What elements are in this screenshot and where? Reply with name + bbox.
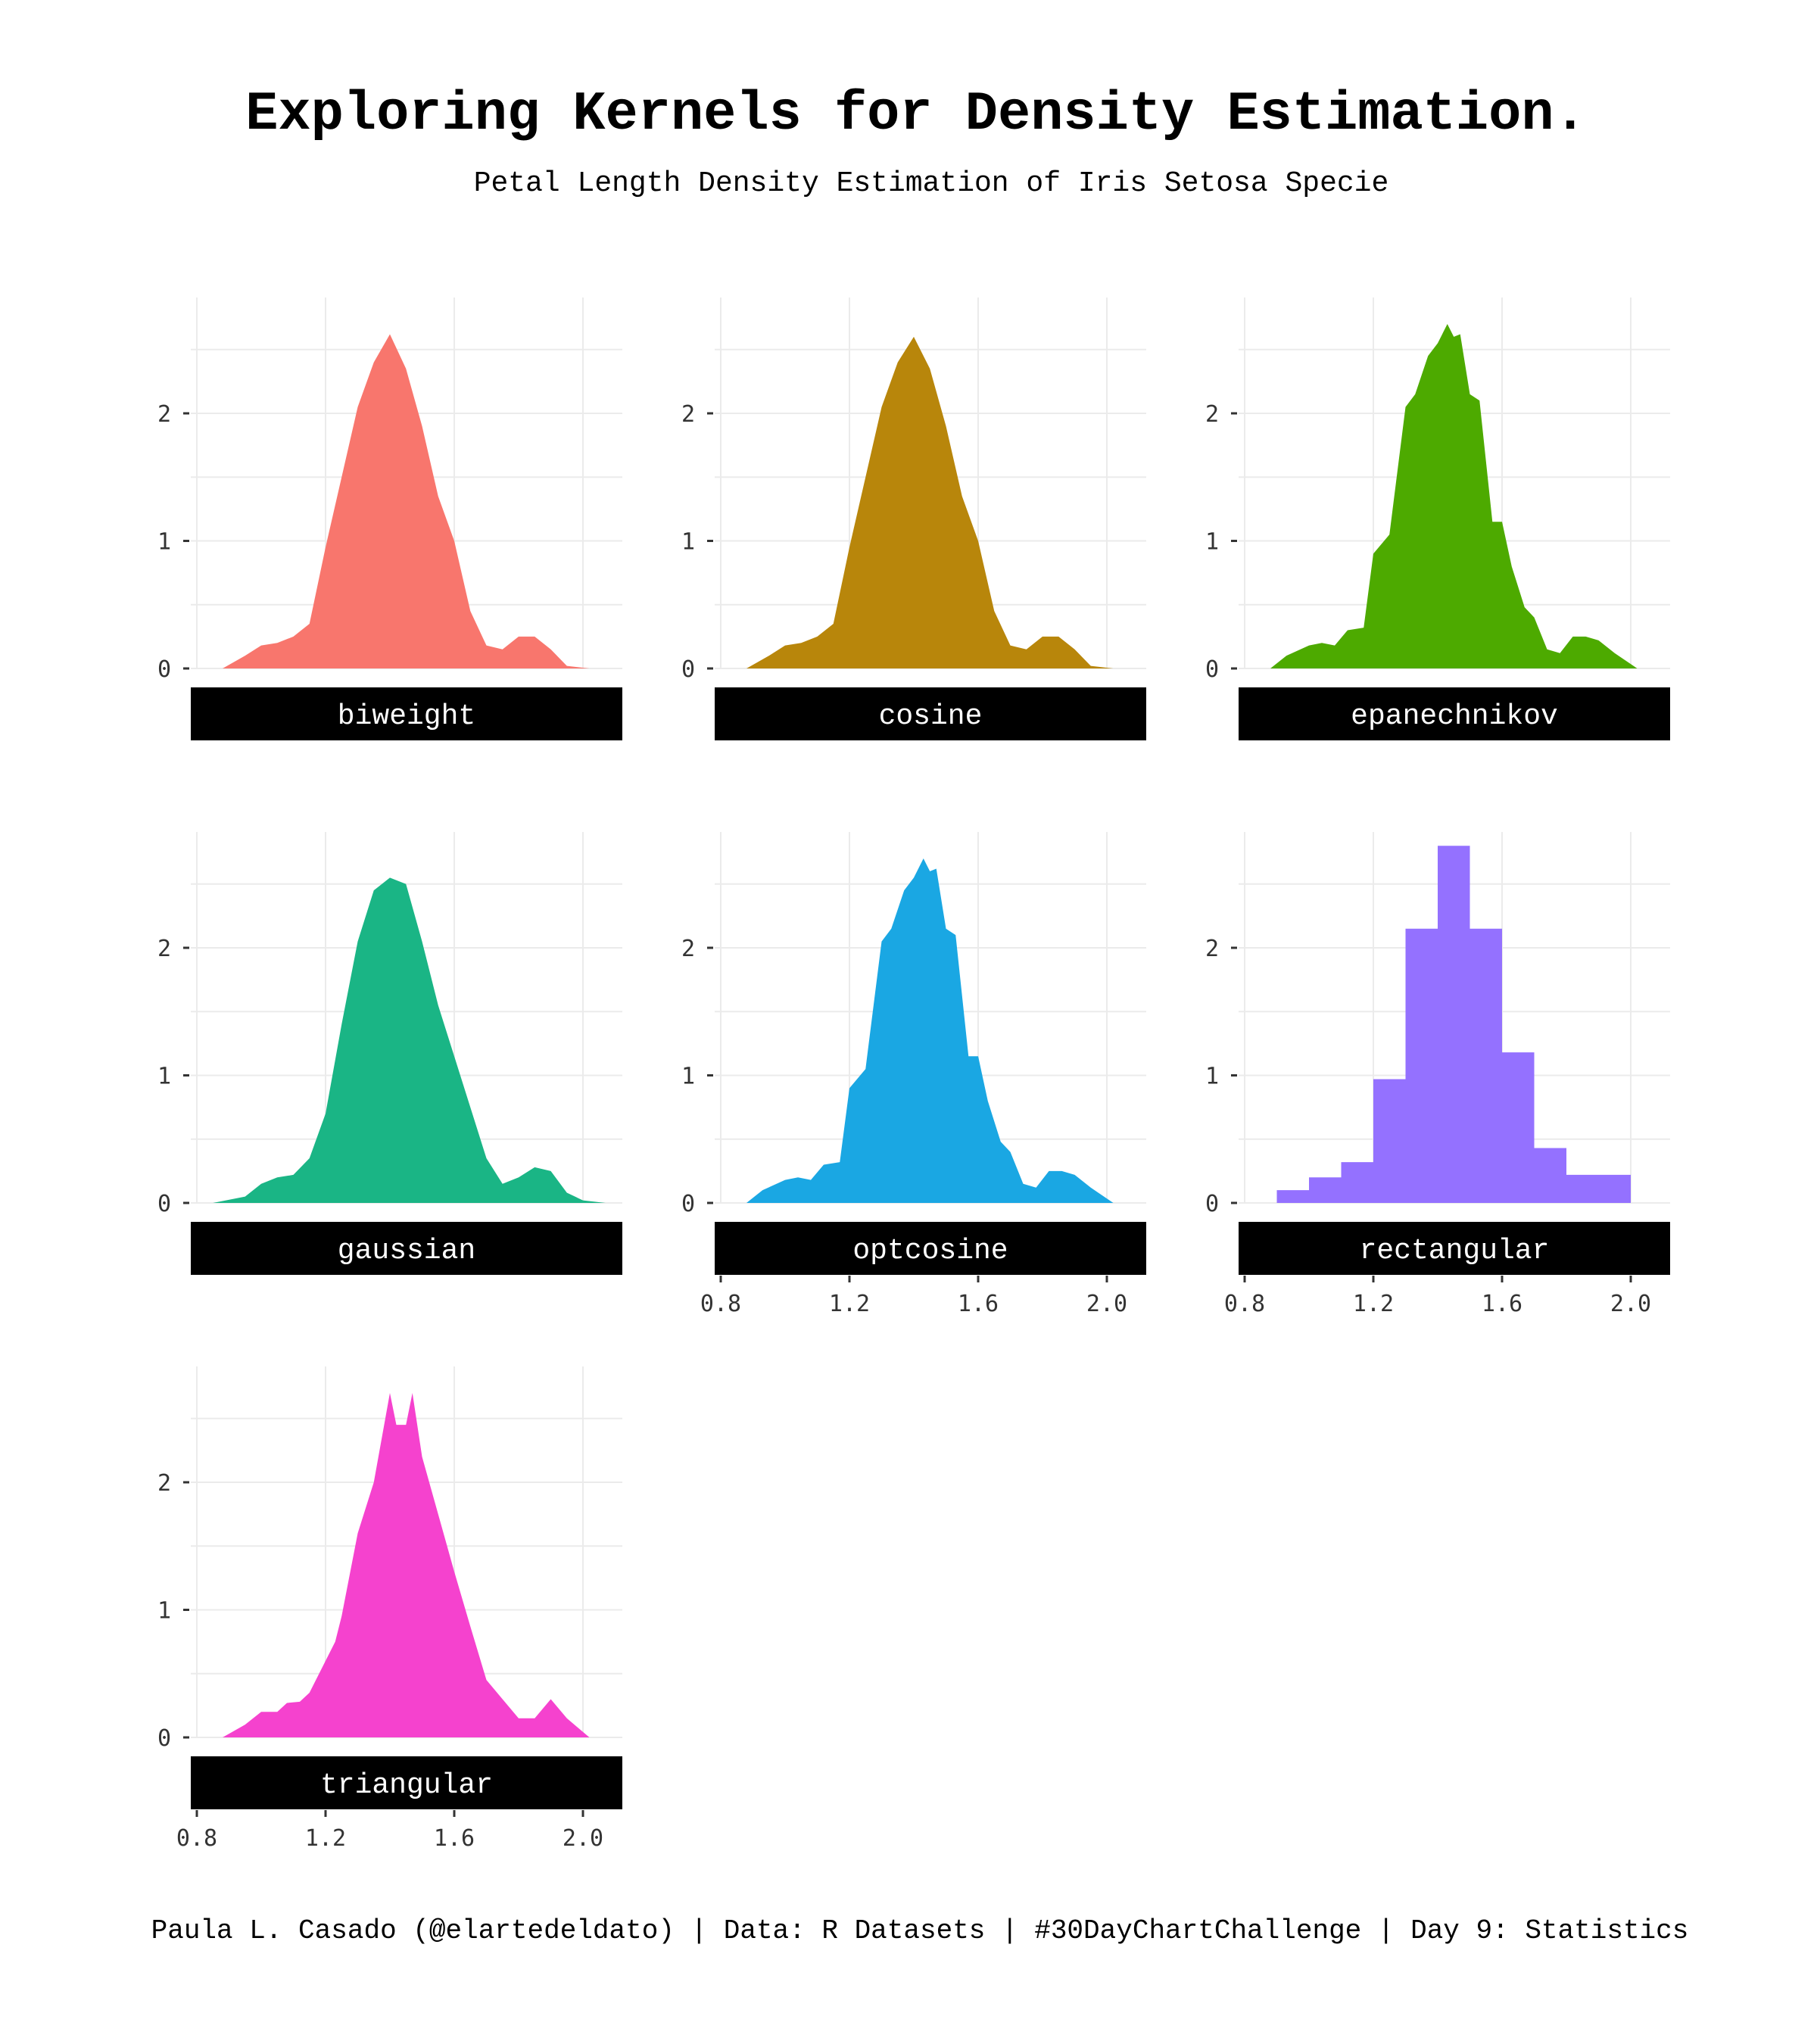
y-tick-label: 0 [157, 656, 171, 683]
y-tick-label: 2 [157, 401, 171, 428]
strip-background [1239, 1222, 1670, 1275]
density-area-rectangular [1276, 846, 1631, 1203]
facet-panel-gaussian: 0 1 2 gaussian [157, 832, 622, 1275]
y-tick-label: 0 [1205, 1191, 1219, 1217]
y-tick-label: 1 [1205, 1064, 1219, 1090]
facet-panels: 0 1 2 biweight 0 1 2 cosine 0 1 2 epanechnikov 0 1 2 ga… [157, 298, 1670, 1852]
y-tick-label: 1 [157, 1064, 171, 1090]
x-tick-label: 1.2 [1353, 1291, 1394, 1317]
density-area-epanechnikov [1270, 324, 1638, 668]
strip-background [715, 687, 1146, 740]
y-tick-label: 2 [681, 936, 695, 962]
y-tick-label: 2 [157, 1470, 171, 1497]
facet-panel-optcosine: 0 1 2 optcosine 0.8 1.2 1.6 2.0 [681, 832, 1146, 1317]
x-tick-label: 2.0 [1610, 1291, 1651, 1317]
strip-label-epanechnikov: epanechnikov [1351, 700, 1558, 733]
y-tick-label: 2 [681, 401, 695, 428]
strip-label-biweight: biweight [338, 700, 475, 733]
x-tick-label: 0.8 [700, 1291, 741, 1317]
x-tick-label: 2.0 [563, 1825, 603, 1852]
strip-background [1239, 687, 1670, 740]
y-tick-label: 0 [1205, 656, 1219, 683]
x-tick-label: 0.8 [1224, 1291, 1265, 1317]
x-tick-label: 0.8 [176, 1825, 217, 1852]
strip-background [191, 687, 622, 740]
facet-panel-rectangular: 0 1 2 rectangular 0.8 1.2 1.6 2.0 [1205, 832, 1670, 1317]
strip-background [191, 1222, 622, 1275]
x-tick-label: 1.2 [305, 1825, 346, 1852]
y-tick-label: 2 [157, 936, 171, 962]
y-tick-label: 1 [1205, 529, 1219, 556]
y-tick-label: 2 [1205, 936, 1219, 962]
density-area-gaussian [213, 877, 606, 1203]
density-area-cosine [746, 336, 1114, 668]
chart-subtitle: Petal Length Density Estimation of Iris … [474, 167, 1389, 200]
x-tick-label: 2.0 [1086, 1291, 1127, 1317]
strip-background [715, 1222, 1146, 1275]
strip-label-triangular: triangular [320, 1769, 493, 1802]
y-tick-label: 0 [157, 1725, 171, 1752]
y-tick-label: 0 [681, 1191, 695, 1217]
facet-panel-cosine: 0 1 2 cosine [681, 298, 1146, 740]
strip-label-gaussian: gaussian [338, 1235, 475, 1267]
y-tick-label: 0 [681, 656, 695, 683]
strip-label-optcosine: optcosine [852, 1235, 1008, 1267]
chart-caption: Paula L. Casado (@elartedeldato) | Data:… [151, 1915, 1689, 1946]
x-tick-label: 1.6 [1482, 1291, 1522, 1317]
density-area-optcosine [746, 858, 1114, 1203]
chart-title: Exploring Kernels for Density Estimation… [245, 83, 1587, 145]
facet-panel-epanechnikov: 0 1 2 epanechnikov [1205, 298, 1670, 740]
x-tick-label: 1.6 [958, 1291, 999, 1317]
strip-background [191, 1756, 622, 1809]
y-tick-label: 2 [1205, 401, 1219, 428]
density-area-biweight [223, 334, 590, 668]
y-tick-label: 1 [157, 529, 171, 556]
density-area-triangular [223, 1393, 590, 1737]
facet-panel-biweight: 0 1 2 biweight [157, 298, 622, 740]
y-tick-label: 0 [157, 1191, 171, 1217]
y-tick-label: 1 [681, 529, 695, 556]
x-tick-label: 1.6 [434, 1825, 475, 1852]
y-tick-label: 1 [681, 1064, 695, 1090]
facet-panel-triangular: 0 1 2 triangular 0.8 1.2 1.6 2.0 [157, 1366, 622, 1852]
y-tick-label: 1 [157, 1598, 171, 1625]
strip-label-rectangular: rectangular [1360, 1235, 1550, 1267]
strip-label-cosine: cosine [879, 700, 983, 733]
x-tick-label: 1.2 [829, 1291, 870, 1317]
